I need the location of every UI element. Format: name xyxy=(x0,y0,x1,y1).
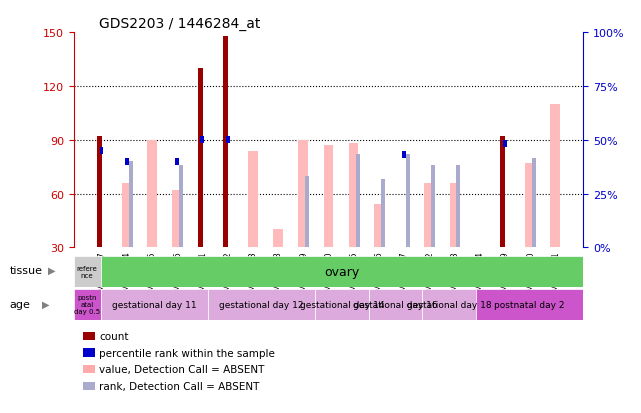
Bar xyxy=(500,137,505,248)
Text: gestational day 12: gestational day 12 xyxy=(219,300,304,309)
Text: age: age xyxy=(10,299,31,309)
Text: gestational day 16: gestational day 16 xyxy=(353,300,438,309)
Bar xyxy=(83,382,95,390)
Bar xyxy=(525,164,535,248)
Bar xyxy=(349,144,358,248)
Text: postn
atal
day 0.5: postn atal day 0.5 xyxy=(74,294,100,315)
Bar xyxy=(122,183,131,248)
Bar xyxy=(406,155,410,248)
Text: GDS2203 / 1446284_at: GDS2203 / 1446284_at xyxy=(99,17,261,31)
Bar xyxy=(99,147,103,155)
Bar xyxy=(503,140,507,147)
Bar xyxy=(298,140,308,248)
Text: ovary: ovary xyxy=(324,265,360,278)
Bar xyxy=(179,166,183,248)
Bar xyxy=(402,151,406,158)
Text: rank, Detection Call = ABSENT: rank, Detection Call = ABSENT xyxy=(99,381,260,391)
Bar xyxy=(369,289,422,320)
Bar xyxy=(315,289,369,320)
Bar xyxy=(97,137,102,248)
Text: postnatal day 2: postnatal day 2 xyxy=(494,300,565,309)
Bar xyxy=(551,104,560,248)
Bar xyxy=(74,289,101,320)
Bar xyxy=(456,166,460,248)
Bar xyxy=(424,183,434,248)
Text: gestational day 14: gestational day 14 xyxy=(300,300,384,309)
Bar xyxy=(125,158,129,166)
Text: gestational day 18: gestational day 18 xyxy=(407,300,492,309)
Text: value, Detection Call = ABSENT: value, Detection Call = ABSENT xyxy=(99,364,265,374)
Text: ▶: ▶ xyxy=(42,299,49,309)
Text: gestational day 11: gestational day 11 xyxy=(112,300,197,309)
Bar xyxy=(356,155,360,248)
Bar xyxy=(83,332,95,340)
Bar xyxy=(248,151,258,248)
Bar xyxy=(83,365,95,373)
Bar xyxy=(101,289,208,320)
Bar xyxy=(305,176,309,248)
Bar xyxy=(197,69,203,248)
Text: refere
nce: refere nce xyxy=(77,265,97,278)
Bar xyxy=(74,256,101,287)
Bar xyxy=(431,166,435,248)
Bar xyxy=(83,349,95,357)
Bar xyxy=(147,140,157,248)
Bar xyxy=(226,137,229,144)
Text: count: count xyxy=(99,331,129,341)
Text: tissue: tissue xyxy=(10,266,42,275)
Bar xyxy=(208,289,315,320)
Bar xyxy=(381,180,385,248)
Text: percentile rank within the sample: percentile rank within the sample xyxy=(99,348,275,358)
Bar xyxy=(175,158,179,166)
Bar xyxy=(476,289,583,320)
Text: ▶: ▶ xyxy=(48,266,56,275)
Bar xyxy=(324,146,333,248)
Bar xyxy=(223,37,228,248)
Bar xyxy=(129,162,133,248)
Bar xyxy=(532,158,536,248)
Bar xyxy=(374,205,384,248)
Bar xyxy=(422,289,476,320)
Bar xyxy=(449,183,460,248)
Bar xyxy=(172,190,182,248)
Bar xyxy=(201,137,204,144)
Bar xyxy=(273,230,283,248)
